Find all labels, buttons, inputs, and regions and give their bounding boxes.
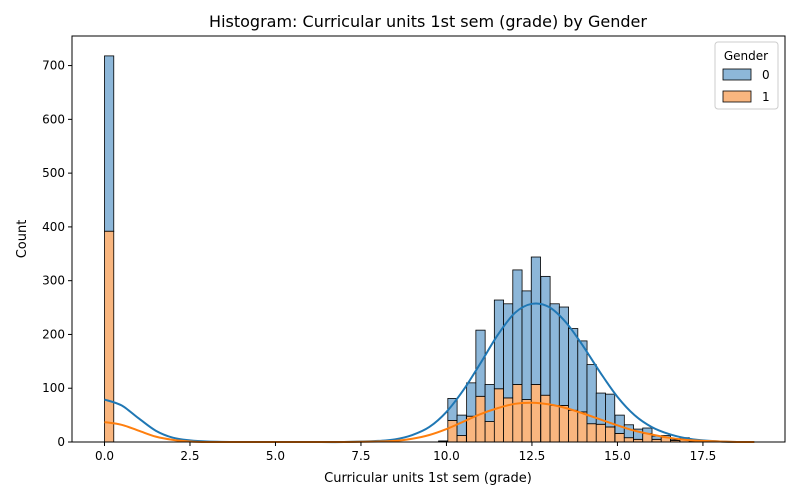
y-tick-label: 500 <box>42 166 65 180</box>
x-axis-title: Curricular units 1st sem (grade) <box>324 471 532 486</box>
x-tick-label: 5.0 <box>266 449 285 463</box>
bar-gender-0-bin-15 <box>568 328 579 411</box>
bar-gender-1-bin-3 <box>456 435 467 443</box>
kde-line-gender-1 <box>104 401 755 444</box>
bar-gender-0-bin-13 <box>549 303 560 406</box>
bar-gender-0-bin-19 <box>605 393 616 428</box>
bar-gender-0-bin-12 <box>540 275 551 396</box>
bar-gender-1-bin-15 <box>568 409 579 443</box>
y-tick-label: 100 <box>42 381 65 395</box>
bar-gender-0-bin-1 <box>438 440 449 442</box>
bar-gender-1-bin-12 <box>540 394 551 443</box>
y-tick-label: 300 <box>42 274 65 288</box>
bar-gender-1-bin-10 <box>521 399 532 443</box>
bar-gender-1-bin-7 <box>493 388 505 443</box>
legend-label-gender-0: 0 <box>762 68 770 82</box>
bar-gender-1-bin-17 <box>586 423 597 443</box>
bar-gender-1-bin-11 <box>530 384 541 443</box>
bar-gender-0-bin-3 <box>456 414 467 436</box>
x-axis-ticks: 0.0 2.5 5.0 7.5 10.0 12.5 15.0 17.5 <box>95 442 716 463</box>
bar-gender-0-bin-6 <box>484 384 495 422</box>
x-tick-label: 7.5 <box>351 449 370 463</box>
bar-gender-1-bin-0 <box>104 230 115 443</box>
y-tick-label: 700 <box>42 59 65 73</box>
bar-gender-1-bin-20 <box>614 432 625 443</box>
chart-title: Histogram: Curricular units 1st sem (gra… <box>209 12 647 31</box>
y-tick-label: 600 <box>42 112 65 126</box>
bar-gender-1-bin-13 <box>549 405 560 443</box>
y-axis-ticks: 0 100 200 300 400 500 600 700 <box>42 59 72 449</box>
legend-swatch-gender-1 <box>722 90 752 103</box>
plot-frame <box>71 35 786 443</box>
x-tick-label: 2.5 <box>180 449 199 463</box>
bar-gender-1-bin-21 <box>623 437 634 443</box>
bar-gender-1-bin-19 <box>605 426 616 443</box>
legend-title: Gender <box>724 49 768 63</box>
bar-gender-1-bin-2 <box>447 420 458 443</box>
bar-gender-0-bin-9 <box>512 269 523 385</box>
bar-gender-1-bin-9 <box>512 384 523 443</box>
bar-gender-1-bin-6 <box>484 421 495 443</box>
y-axis-title: Count <box>15 220 30 259</box>
x-tick-label: 17.5 <box>690 449 717 463</box>
legend: Gender 0 1 <box>714 41 779 110</box>
y-tick-label: 400 <box>42 220 65 234</box>
x-tick-label: 15.0 <box>604 449 631 463</box>
kde-lines-group <box>104 302 755 444</box>
bar-gender-0-bin-7 <box>493 299 505 390</box>
legend-swatch-gender-0 <box>722 68 752 81</box>
kde-line-gender-0 <box>104 302 755 444</box>
bar-gender-0-bin-4 <box>466 382 477 417</box>
x-tick-label: 12.5 <box>519 449 546 463</box>
bar-gender-0-bin-0 <box>104 55 115 232</box>
y-tick-label: 200 <box>42 327 65 341</box>
bar-gender-1-bin-5 <box>475 395 486 443</box>
bar-gender-1-bin-16 <box>577 411 588 443</box>
x-tick-label: 0.0 <box>95 449 114 463</box>
bar-gender-1-bin-14 <box>558 405 569 443</box>
bar-gender-0-bin-21 <box>623 424 634 439</box>
y-tick-label: 0 <box>57 435 65 449</box>
bars-group <box>104 55 699 443</box>
bar-gender-0-bin-14 <box>558 306 569 406</box>
x-tick-label: 10.0 <box>433 449 460 463</box>
bar-gender-0-bin-11 <box>530 256 541 385</box>
legend-label-gender-1: 1 <box>762 90 770 104</box>
bar-gender-1-bin-18 <box>595 423 606 443</box>
